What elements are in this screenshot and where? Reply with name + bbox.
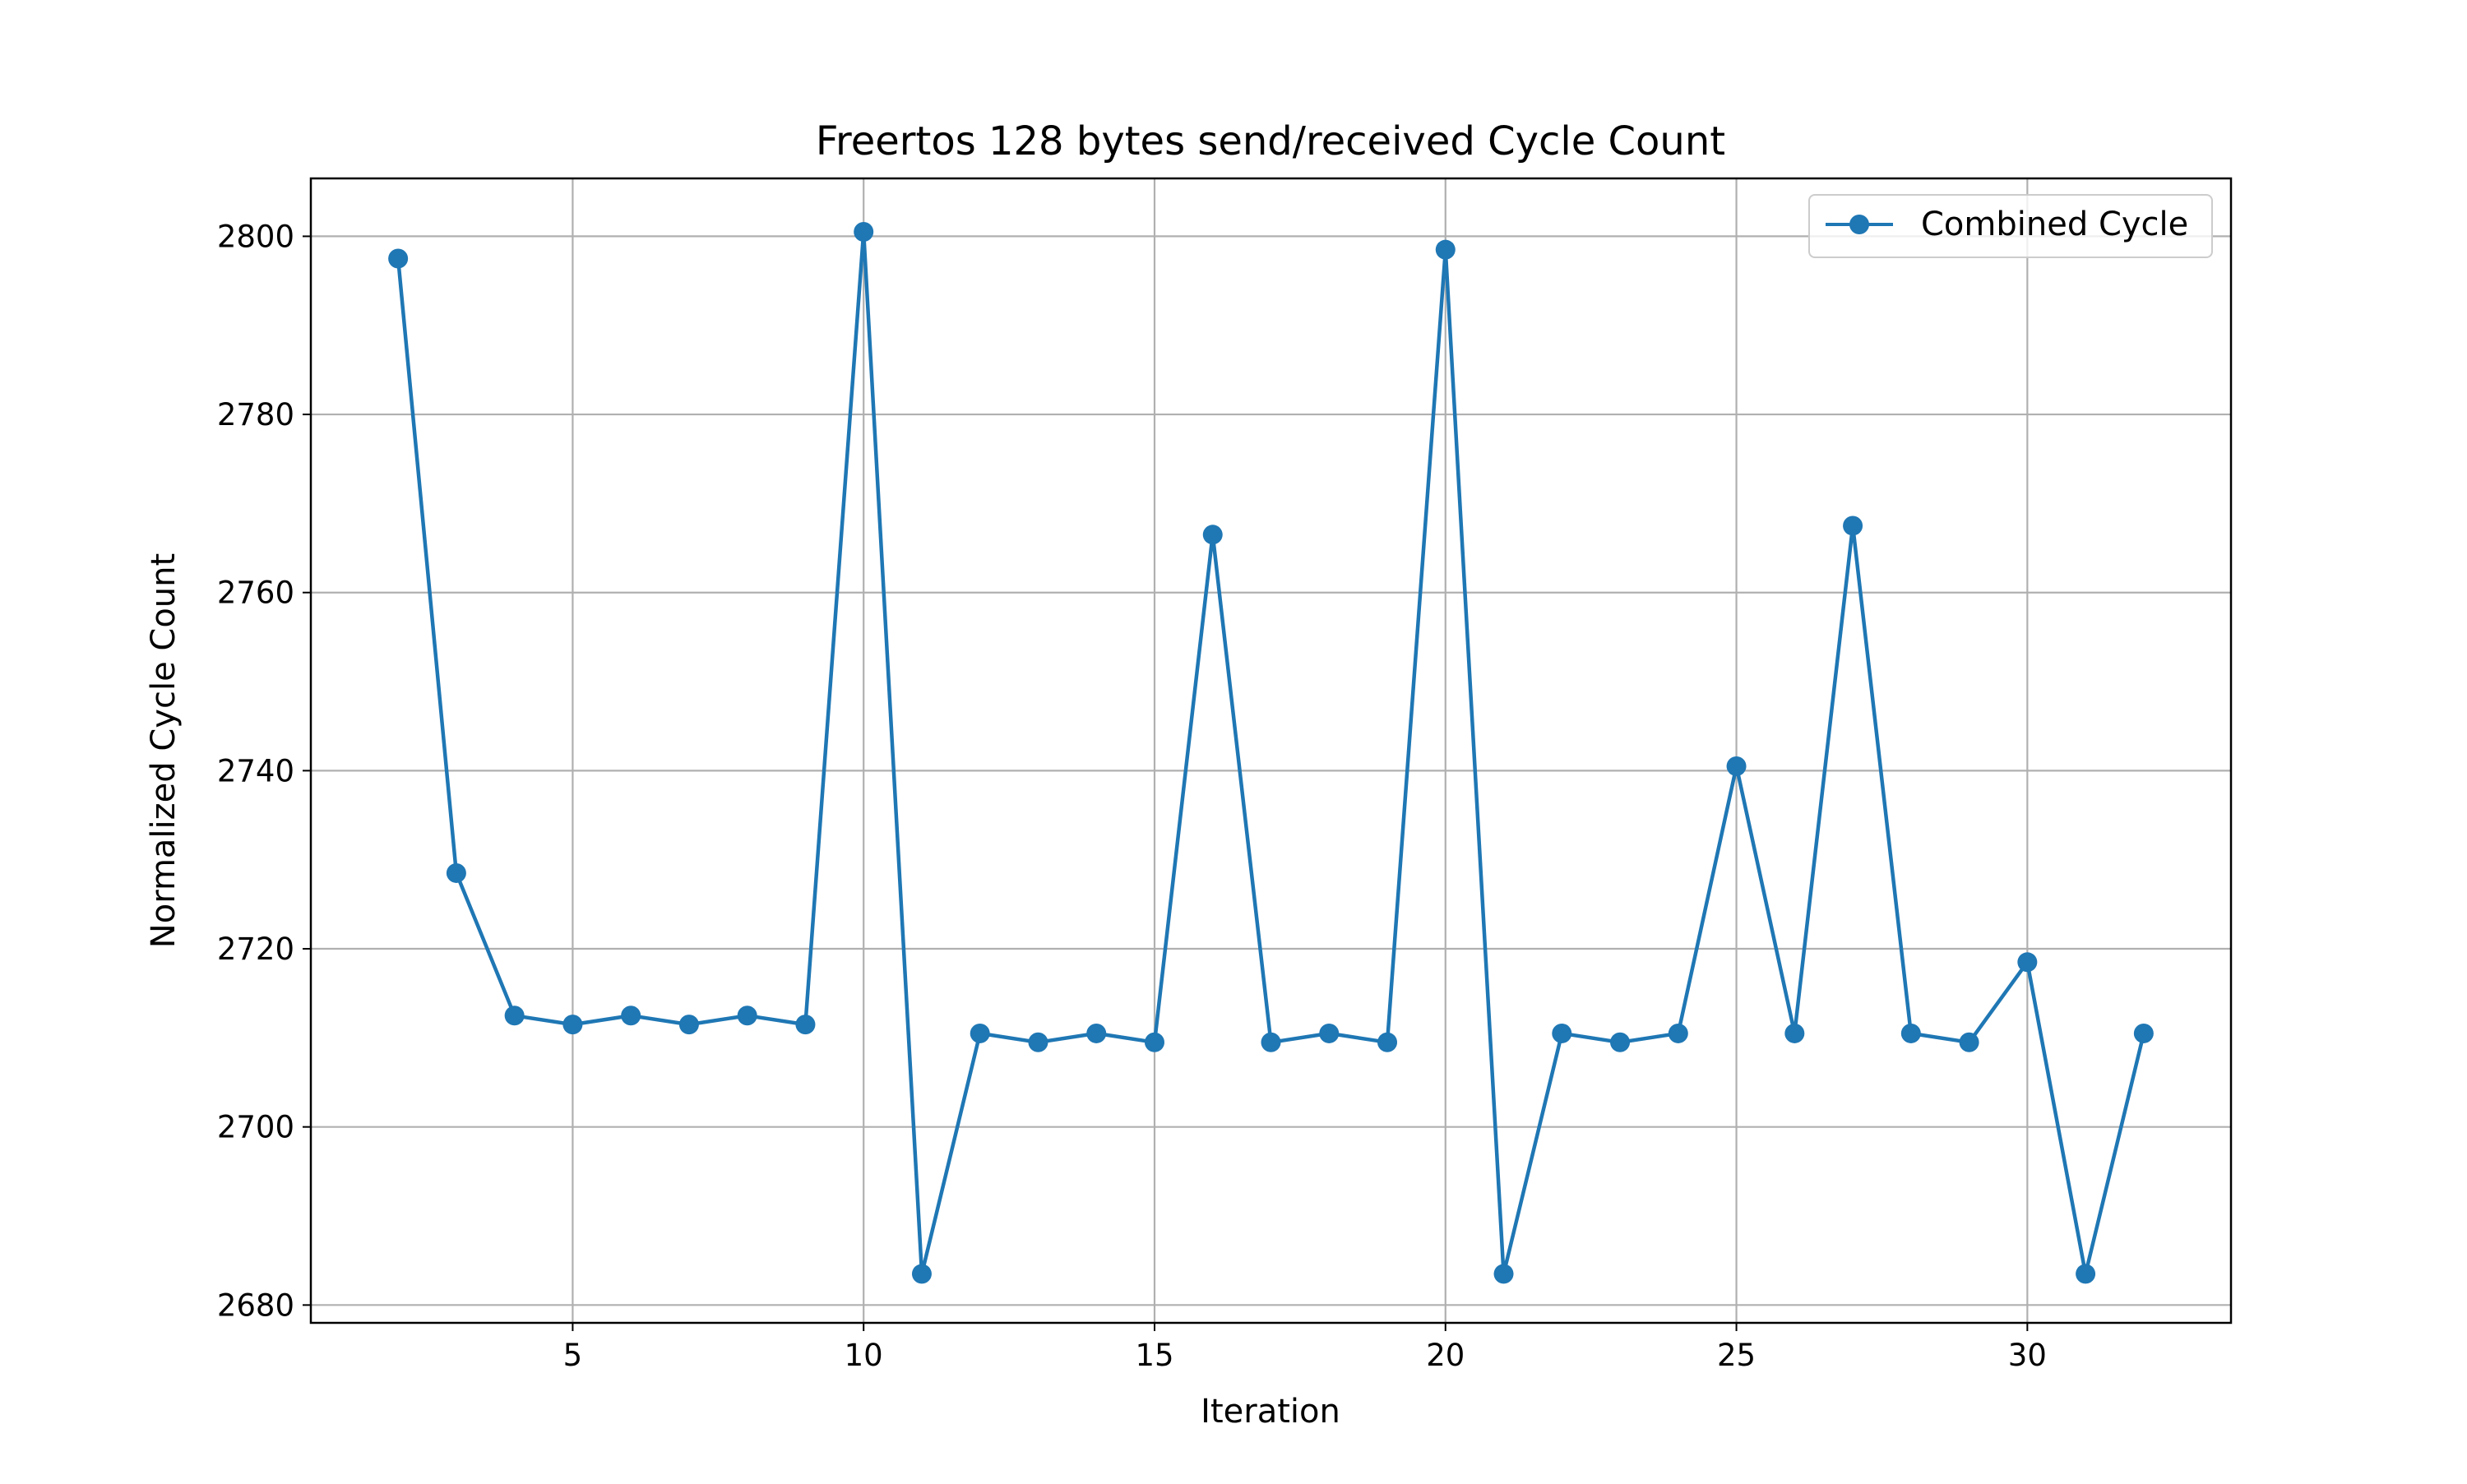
y-tick-label: 2740: [217, 753, 294, 788]
data-point: [678, 1015, 699, 1035]
x-tick-label: 30: [2008, 1338, 2047, 1373]
data-point: [1493, 1264, 1514, 1284]
data-point: [621, 1006, 641, 1026]
data-point: [1610, 1032, 1631, 1052]
legend-label: Combined Cycle: [1921, 206, 2188, 243]
data-point: [911, 1264, 932, 1284]
series-layer: [388, 221, 2154, 1284]
y-axis-label: Normalized Cycle Count: [145, 553, 183, 948]
data-point: [1843, 515, 1863, 536]
data-point: [1261, 1032, 1281, 1052]
y-tick-label: 2780: [217, 397, 294, 432]
data-point: [504, 1006, 525, 1026]
data-point: [562, 1015, 583, 1035]
data-point: [1552, 1023, 1572, 1043]
data-point: [2017, 952, 2038, 973]
x-tick-label: 5: [563, 1338, 583, 1373]
data-point: [1726, 756, 1747, 776]
data-point: [854, 221, 874, 242]
data-point: [1435, 239, 1456, 260]
x-tick-label: 15: [1135, 1338, 1173, 1373]
data-point: [1028, 1032, 1048, 1052]
data-point: [1900, 1023, 1921, 1043]
data-point: [1668, 1023, 1688, 1043]
data-point: [2076, 1264, 2096, 1284]
ticks: 5 10 15 20 25 30 2680 2700 2720 2740 2760 2780 2800: [217, 219, 2047, 1373]
grid: [311, 178, 2231, 1323]
data-point: [1202, 525, 1223, 545]
data-point: [1784, 1023, 1805, 1043]
data-point: [1377, 1032, 1398, 1052]
data-point: [737, 1006, 757, 1026]
x-tick-label: 25: [1717, 1338, 1756, 1373]
y-tick-label: 2700: [217, 1110, 294, 1145]
y-tick-label: 2720: [217, 932, 294, 967]
legend-marker: [1849, 215, 1869, 234]
data-point: [1144, 1032, 1164, 1052]
data-point: [795, 1015, 816, 1035]
data-point: [1086, 1023, 1107, 1043]
plot-frame: [309, 177, 2233, 1325]
data-point: [970, 1023, 990, 1043]
data-point: [1319, 1023, 1340, 1043]
legend-box: [1808, 194, 2213, 258]
chart-title: Freertos 128 bytes send/received Cycle C…: [816, 118, 1725, 164]
legend: Combined Cycle: [1808, 194, 2213, 258]
data-point: [388, 248, 409, 269]
y-tick-label: 2760: [217, 576, 294, 611]
data-point: [1959, 1032, 1979, 1052]
x-tick-label: 20: [1426, 1338, 1465, 1373]
y-tick-label: 2800: [217, 219, 294, 254]
data-point: [446, 862, 466, 883]
x-axis-label: Iteration: [1201, 1393, 1340, 1431]
x-tick-label: 10: [845, 1338, 883, 1373]
data-point: [2133, 1023, 2154, 1043]
y-tick-label: 2680: [217, 1288, 294, 1323]
